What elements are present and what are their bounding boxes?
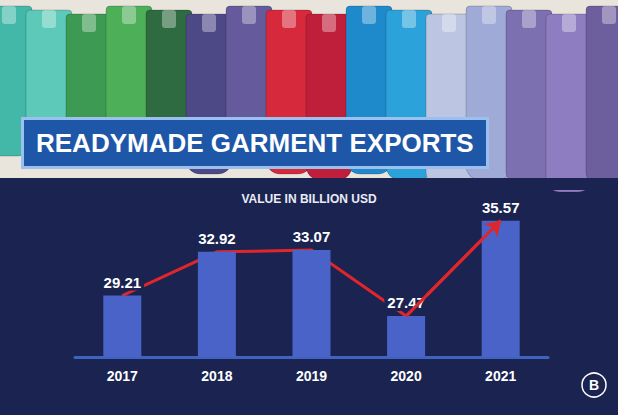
svg-text:29.21: 29.21 (104, 274, 142, 291)
svg-text:33.07: 33.07 (293, 228, 331, 245)
svg-text:2018: 2018 (201, 368, 232, 384)
svg-text:VALUE IN BILLION USD: VALUE IN BILLION USD (241, 192, 376, 206)
svg-text:2021: 2021 (485, 368, 516, 384)
svg-text:35.57: 35.57 (482, 199, 520, 216)
svg-text:32.92: 32.92 (198, 230, 236, 247)
svg-text:27.47: 27.47 (387, 294, 425, 312)
svg-text:2020: 2020 (391, 368, 422, 384)
svg-text:2017: 2017 (107, 368, 138, 384)
svg-text:READYMADE GARMENT EXPORTS: READYMADE GARMENT EXPORTS (36, 128, 474, 158)
svg-text:B: B (589, 377, 599, 393)
svg-text:2019: 2019 (296, 368, 327, 384)
